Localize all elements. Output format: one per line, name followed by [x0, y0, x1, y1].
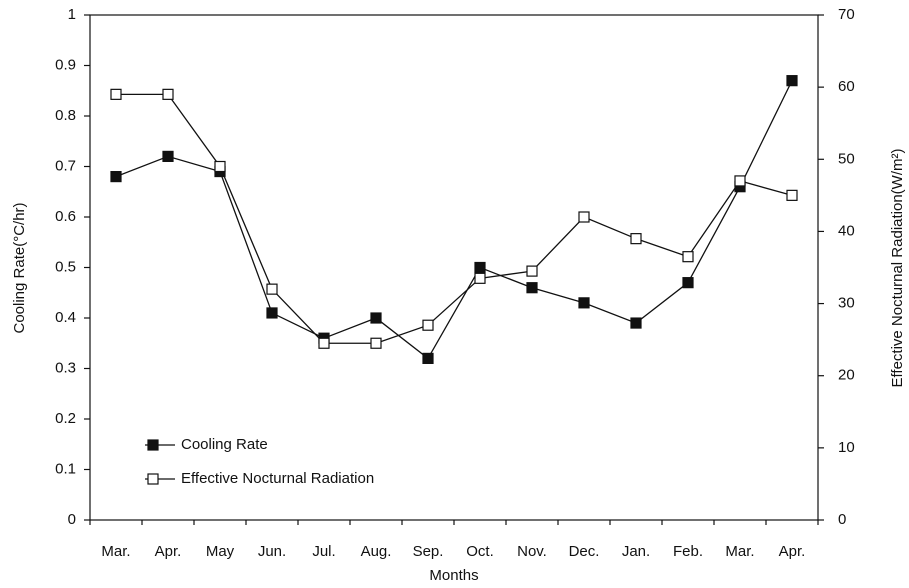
y2-axis-label: Effective Nocturnal Radiation(W/m²)	[889, 149, 906, 388]
data-point	[162, 88, 174, 100]
data-point	[734, 175, 746, 187]
data-point	[578, 297, 590, 309]
data-point	[474, 261, 486, 274]
x-tick-label: Feb.	[673, 543, 703, 560]
x-tick-label: Apr.	[779, 543, 806, 560]
data-point	[786, 189, 798, 201]
data-point	[266, 307, 278, 319]
data-point	[318, 337, 330, 349]
y-tick-label: 0.5	[55, 258, 76, 275]
data-point	[370, 312, 382, 324]
data-point	[214, 160, 226, 173]
data-point	[110, 88, 122, 100]
data-point	[110, 171, 122, 183]
data-point	[162, 150, 174, 162]
y-tick-label: 0.8	[55, 107, 76, 124]
x-tick-label: Jun.	[258, 543, 286, 560]
x-tick-label: Oct.	[466, 543, 494, 560]
data-point	[630, 233, 642, 245]
data-point	[630, 317, 642, 329]
legend-marker	[147, 439, 159, 451]
y2-tick-label: 10	[838, 439, 855, 456]
y-tick-label: 0.7	[55, 157, 76, 174]
x-tick-label: Dec.	[569, 543, 600, 560]
y2-tick-label: 20	[838, 367, 855, 384]
y2-tick-label: 60	[838, 78, 855, 95]
x-tick-label: Mar.	[101, 543, 130, 560]
x-tick-label: Nov.	[517, 543, 547, 560]
legend-label: Effective Nocturnal Radiation	[181, 470, 374, 487]
data-point	[526, 265, 538, 277]
y2-tick-label: 40	[838, 222, 855, 239]
x-tick-label: Mar.	[725, 543, 754, 560]
y2-tick-label: 70	[838, 6, 855, 23]
data-point	[786, 75, 798, 87]
y-tick-label: 0.2	[55, 410, 76, 427]
y2-tick-label: 50	[838, 150, 855, 167]
data-point	[526, 282, 538, 294]
data-point	[422, 319, 434, 331]
x-axis-label: Months	[429, 567, 478, 584]
y2-tick-label: 30	[838, 295, 855, 312]
data-point	[370, 337, 382, 349]
data-point	[578, 211, 590, 223]
y-tick-label: 0.4	[55, 309, 76, 326]
x-tick-label: May	[206, 543, 235, 560]
y-axis-label: Cooling Rate(°C/hr)	[11, 202, 28, 333]
y-tick-label: 0.3	[55, 359, 76, 376]
data-point	[266, 283, 278, 295]
y-tick-label: 0.1	[55, 460, 76, 477]
x-tick-label: Jul.	[312, 543, 335, 560]
y-tick-label: 1	[68, 6, 76, 23]
y2-tick-label: 0	[838, 511, 846, 528]
x-tick-label: Aug.	[361, 543, 392, 560]
series-line	[115, 80, 793, 360]
y-tick-label: 0.9	[55, 56, 76, 73]
data-point	[682, 277, 694, 289]
data-point	[474, 272, 486, 284]
x-tick-label: Jan.	[622, 543, 650, 560]
x-tick-label: Sep.	[413, 543, 444, 560]
data-point	[422, 352, 434, 364]
x-tick-label: Apr.	[155, 543, 182, 560]
legend-marker	[147, 473, 159, 485]
legend-label: Cooling Rate	[181, 436, 268, 453]
y-tick-label: 0	[68, 511, 76, 528]
series-line	[116, 93, 793, 344]
data-point	[682, 251, 694, 263]
y-tick-label: 0.6	[55, 208, 76, 225]
